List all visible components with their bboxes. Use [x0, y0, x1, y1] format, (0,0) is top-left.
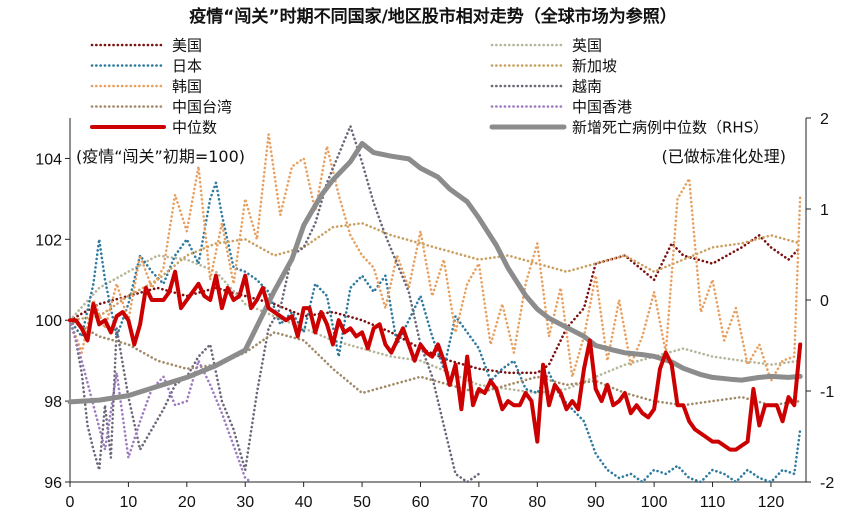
- x-tick-label: 100: [641, 494, 668, 511]
- legend-label: 日本: [172, 57, 202, 75]
- series-line-9: [67, 141, 803, 405]
- y-left-tick-label: 104: [35, 151, 62, 168]
- y-right-tick-label: 2: [820, 111, 829, 128]
- x-tick-label: 120: [758, 494, 785, 511]
- legend-label: 越南: [572, 78, 602, 96]
- legend-label: 韩国: [172, 78, 202, 96]
- series-line-0: [68, 234, 802, 375]
- x-tick-label: 40: [295, 494, 313, 511]
- legend-label: 新增死亡病例中位数（RHS）: [572, 119, 768, 137]
- plot-area: [67, 124, 803, 484]
- x-tick-label: 80: [528, 494, 546, 511]
- x-tick-label: 110: [700, 494, 726, 511]
- y-right-tick-label: 0: [820, 293, 829, 310]
- y-left-tick-label: 98: [44, 394, 62, 411]
- x-tick-label: 70: [470, 494, 488, 511]
- legend-label: 英国: [572, 37, 602, 55]
- series-line-8: [68, 269, 803, 452]
- y-left-tick-label: 100: [35, 313, 62, 330]
- x-tick-label: 30: [236, 494, 254, 511]
- x-tick-label: 50: [353, 494, 371, 511]
- series-line-4: [68, 132, 802, 383]
- series-line-3: [68, 221, 802, 322]
- x-tick-label: 0: [66, 494, 75, 511]
- legend-label: 中位数: [172, 119, 217, 137]
- chart-title: 疫情“闯关”时期不同国家/地区股市相对走势（全球市场为参照）: [189, 6, 677, 27]
- series-line-5: [68, 124, 481, 484]
- y-left-tick-label: 102: [35, 232, 62, 249]
- x-tick-label: 20: [178, 494, 196, 511]
- legend-label: 中国香港: [572, 98, 632, 116]
- x-tick-label: 60: [412, 494, 430, 511]
- left-axis-note: (疫情“闯关”初期=100): [76, 147, 245, 166]
- series-line-7: [68, 318, 253, 484]
- legend-label: 中国台湾: [172, 98, 232, 116]
- series-line-1: [68, 254, 802, 395]
- axes: 0 10 20 30 40 50 60 70 80 90 100 110 120969810010210…: [35, 111, 834, 511]
- y-left-tick-label: 96: [44, 475, 62, 492]
- x-tick-label: 90: [587, 494, 605, 511]
- legend-label: 美国: [172, 37, 202, 55]
- legend-label: 新加坡: [572, 57, 617, 75]
- x-tick-label: 10: [120, 494, 138, 511]
- y-right-tick-label: -1: [820, 384, 834, 401]
- right-axis-note: (已做标准化处理): [662, 147, 787, 166]
- y-right-tick-label: 1: [820, 202, 829, 219]
- y-right-tick-label: -2: [820, 475, 834, 492]
- series-line-2: [68, 181, 802, 484]
